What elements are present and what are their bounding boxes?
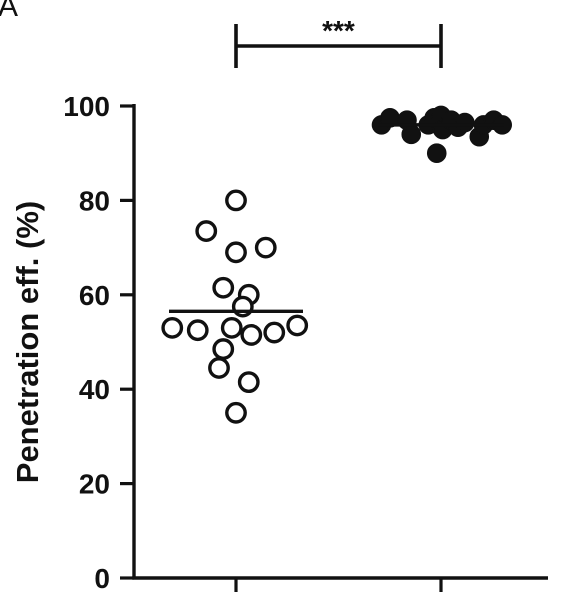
points-layer [161,105,512,424]
data-point-open [231,295,254,318]
significance-layer: *** [234,15,443,68]
y-tick-label: 60 [79,280,110,311]
data-point-filled [401,124,422,145]
means-layer [169,123,504,314]
data-point-open [286,314,309,337]
y-tick-label: 100 [63,91,110,122]
y-tick-label: 80 [79,185,110,216]
y-tick-label: 40 [79,374,110,405]
data-point-open [195,220,218,242]
data-point-open [225,241,247,264]
y-tick-label: 20 [79,469,110,500]
data-point-open [225,189,247,212]
data-point-open [263,321,286,344]
data-point-open [240,324,263,346]
data-point-open [208,357,230,379]
axes-layer [132,104,548,580]
data-point-open [161,316,184,339]
data-point-open [237,371,260,394]
data-point-open [186,319,209,342]
y-tick-label: 0 [94,563,110,594]
data-point-open [225,401,247,424]
data-point-open [212,338,235,360]
data-point-open [254,236,277,259]
y-axis-title: Penetration eff. (%) [10,201,45,483]
data-point-filled [426,143,447,163]
significance-label: *** [322,15,355,46]
data-point-filled [454,112,475,133]
data-point-open [212,276,235,299]
ticks-layer: 0 20 40 60 80 100 [63,91,443,594]
data-point-open [220,316,243,339]
panel-label: A [0,0,19,23]
